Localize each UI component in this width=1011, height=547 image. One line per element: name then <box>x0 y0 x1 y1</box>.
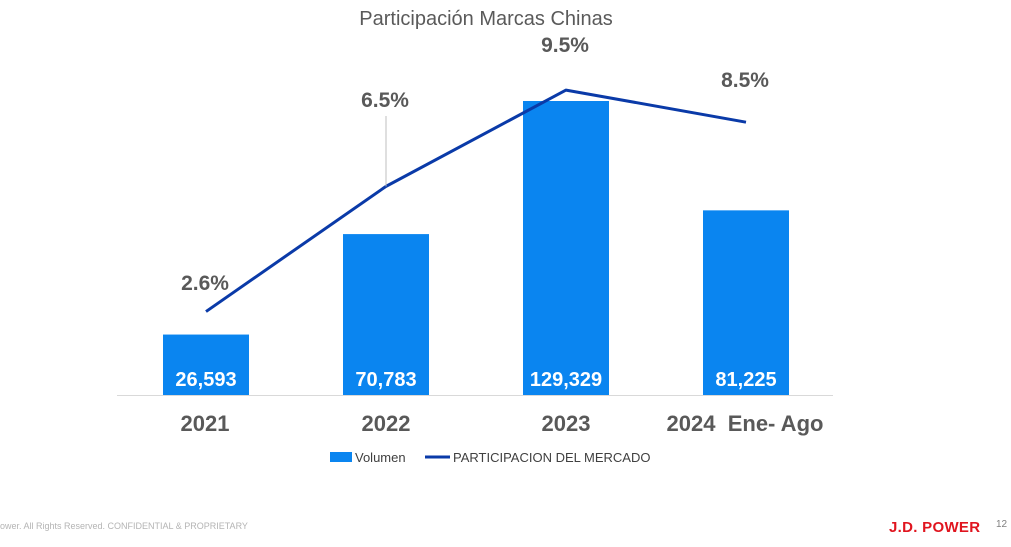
category-labels: 2021 2022 2023 2024 Ene- Ago <box>181 411 824 436</box>
bar-2022 <box>343 234 429 395</box>
legend-label-volumen: Volumen <box>355 450 406 465</box>
brand-logo: J.D. POWER <box>889 519 981 536</box>
legend: Volumen PARTICIPACION DEL MERCADO <box>330 450 650 465</box>
legend-swatch-volumen <box>330 452 352 462</box>
bar-value-label: 81,225 <box>715 369 776 391</box>
percent-label: 9.5% <box>541 34 589 57</box>
copyright-notice: ower. All Rights Reserved. CONFIDENTIAL … <box>0 521 248 531</box>
category-label: 2022 <box>362 411 411 436</box>
category-label: 2024 Ene- Ago <box>667 411 824 436</box>
bar-value-label: 70,783 <box>355 369 416 391</box>
category-label: 2023 <box>542 411 591 436</box>
page-number: 12 <box>996 519 1008 530</box>
bar-value-label: 26,593 <box>175 369 236 391</box>
market-share-line <box>205 88 747 313</box>
bar-value-label: 129,329 <box>530 369 602 391</box>
data-labels: 26,593 70,783 129,329 81,225 2.6% 6.5% 9.5% 8.5… <box>175 34 776 391</box>
bar-2023 <box>523 101 609 395</box>
percent-label: 8.5% <box>721 69 769 92</box>
bar-2021 <box>163 334 249 395</box>
line-series <box>205 88 747 313</box>
category-label: 2021 <box>181 411 230 436</box>
bar-series <box>163 101 789 395</box>
bar-2024 <box>703 210 789 395</box>
percent-label: 6.5% <box>361 89 409 112</box>
percent-label: 2.6% <box>181 272 229 295</box>
chart-title: Participación Marcas Chinas <box>359 8 612 30</box>
legend-label-participacion: PARTICIPACION DEL MERCADO <box>453 450 650 465</box>
